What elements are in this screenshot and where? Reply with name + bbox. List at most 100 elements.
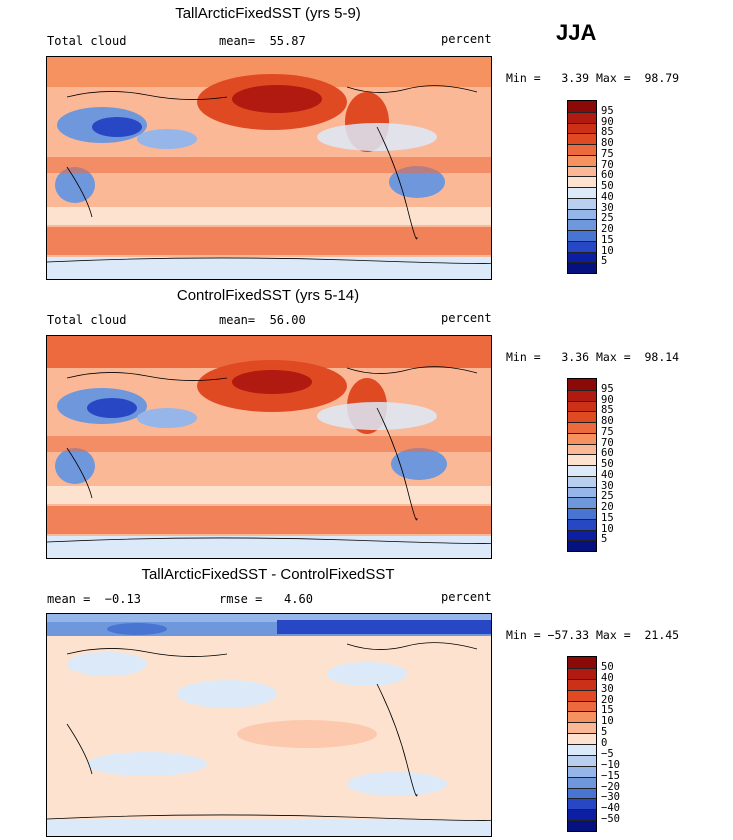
colorbar-tick-label: 90 [601,115,614,128]
colorbar-tick-label: 30 [601,682,614,695]
panel-1-map-field [47,57,491,279]
colorbar-tick-label: 15 [601,704,614,717]
colorbar-tick-label: 85 [601,404,614,417]
colorbar-swatch [568,508,596,519]
colorbar-swatch [568,379,596,390]
panel-1-units-label: percent [441,32,492,46]
colorbar-tick-label: 75 [601,425,614,438]
colorbar-tick-label: 20 [601,501,614,513]
panel-1-map [46,56,492,280]
colorbar-swatch [568,432,596,444]
colorbar-swatch [568,798,596,810]
colorbar-tick-label: 25 [601,212,614,225]
colorbar-tick-label: 40 [601,190,614,203]
colorbar-tick-label: 50 [601,660,614,673]
colorbar-swatch [568,197,596,209]
colorbar-swatch [568,820,596,831]
colorbar-swatch [568,486,596,498]
panel-2-map-field [47,336,491,558]
colorbar-tick-label: −50 [601,813,620,826]
colorbar-swatch [568,689,596,701]
panel-3-map-field [47,614,491,836]
colorbar-swatch [568,475,596,487]
colorbar-swatch [568,262,596,273]
panel-2-colorbar [567,378,597,552]
colorbar-swatch [568,529,596,541]
panel-1-title: TallArcticFixedSST (yrs 5-9) [175,5,361,22]
colorbar-tick-label: 80 [601,137,614,149]
colorbar-swatch [568,389,596,401]
colorbar-tick-label: −10 [601,758,620,771]
colorbar-swatch [568,208,596,220]
colorbar-tick-label: 10 [601,715,614,728]
colorbar-tick-label: 60 [601,169,614,182]
colorbar-tick-label: 15 [601,511,614,524]
colorbar-tick-label: 70 [601,158,614,171]
panel-1-colorbar [567,100,597,274]
colorbar-swatch [568,667,596,679]
colorbar-tick-label: 20 [601,223,614,235]
panel-3-mean-label: mean = −0.13 [47,592,141,606]
colorbar-tick-label: −30 [601,791,620,804]
colorbar-swatch [568,776,596,788]
colorbar-tick-label: 95 [601,382,614,395]
colorbar-swatch [568,422,596,433]
colorbar-swatch [568,754,596,766]
colorbar-tick-label: 20 [601,693,614,706]
colorbar-swatch [568,678,596,690]
panel-3-colorbar [567,656,597,832]
colorbar-swatch [568,251,596,263]
colorbar-swatch [568,219,596,230]
panel-1-variable-label: Total cloud [47,34,127,48]
panel-2-variable-label: Total cloud [47,313,127,327]
colorbar-tick-label: 30 [601,479,614,492]
colorbar-tick-label: −20 [601,780,620,793]
colorbar-swatch [568,176,596,187]
colorbar-swatch [568,540,596,551]
colorbar-swatch [568,518,596,530]
colorbar-swatch [568,497,596,508]
colorbar-swatch [568,122,596,134]
colorbar-tick-label: −40 [601,802,620,815]
colorbar-tick-label: 15 [601,233,614,246]
colorbar-tick-label: 80 [601,415,614,427]
colorbar-swatch [568,411,596,422]
colorbar-swatch [568,657,596,668]
colorbar-tick-label: 5 [601,533,608,546]
colorbar-swatch [568,733,596,744]
colorbar-swatch [568,765,596,777]
colorbar-tick-label: 0 [601,737,608,749]
panel-1-minmax: Min = 3.39 Max = 98.79 [506,71,680,85]
panel-3-map [46,613,492,837]
panel-2-mean-label: mean= 56.00 [219,313,306,327]
colorbar-swatch [568,101,596,112]
colorbar-swatch [568,240,596,252]
panel-2-minmax: Min = 3.36 Max = 98.14 [506,350,680,364]
colorbar-tick-label: −15 [601,769,620,782]
panel-3-units-label: percent [441,590,492,604]
colorbar-swatch [568,465,596,476]
colorbar-tick-label: 50 [601,458,614,470]
colorbar-swatch [568,187,596,198]
colorbar-swatch [568,165,596,177]
colorbar-swatch [568,133,596,144]
season-label: JJA [556,20,597,45]
colorbar-tick-label: 50 [601,180,614,192]
colorbar-swatch [568,711,596,723]
panel-2-map [46,335,492,559]
panel-3-rmse-label: rmse = 4.60 [219,592,313,606]
colorbar-tick-label: 60 [601,447,614,460]
panel-1-mean-label: mean= 55.87 [219,34,306,48]
panel-3-minmax: Min = −57.33 Max = 21.45 [506,628,680,642]
panel-3-title: TallArcticFixedSST - ControlFixedSST [141,566,395,583]
colorbar-tick-label: 5 [601,726,608,739]
colorbar-tick-label: 40 [601,671,614,684]
colorbar-swatch [568,154,596,166]
colorbar-tick-label: 85 [601,126,614,139]
colorbar-tick-label: 10 [601,244,614,257]
colorbar-tick-label: 90 [601,393,614,406]
panel-2-units-label: percent [441,311,492,325]
colorbar-tick-label: 25 [601,490,614,503]
colorbar-swatch [568,722,596,734]
colorbar-swatch [568,144,596,155]
